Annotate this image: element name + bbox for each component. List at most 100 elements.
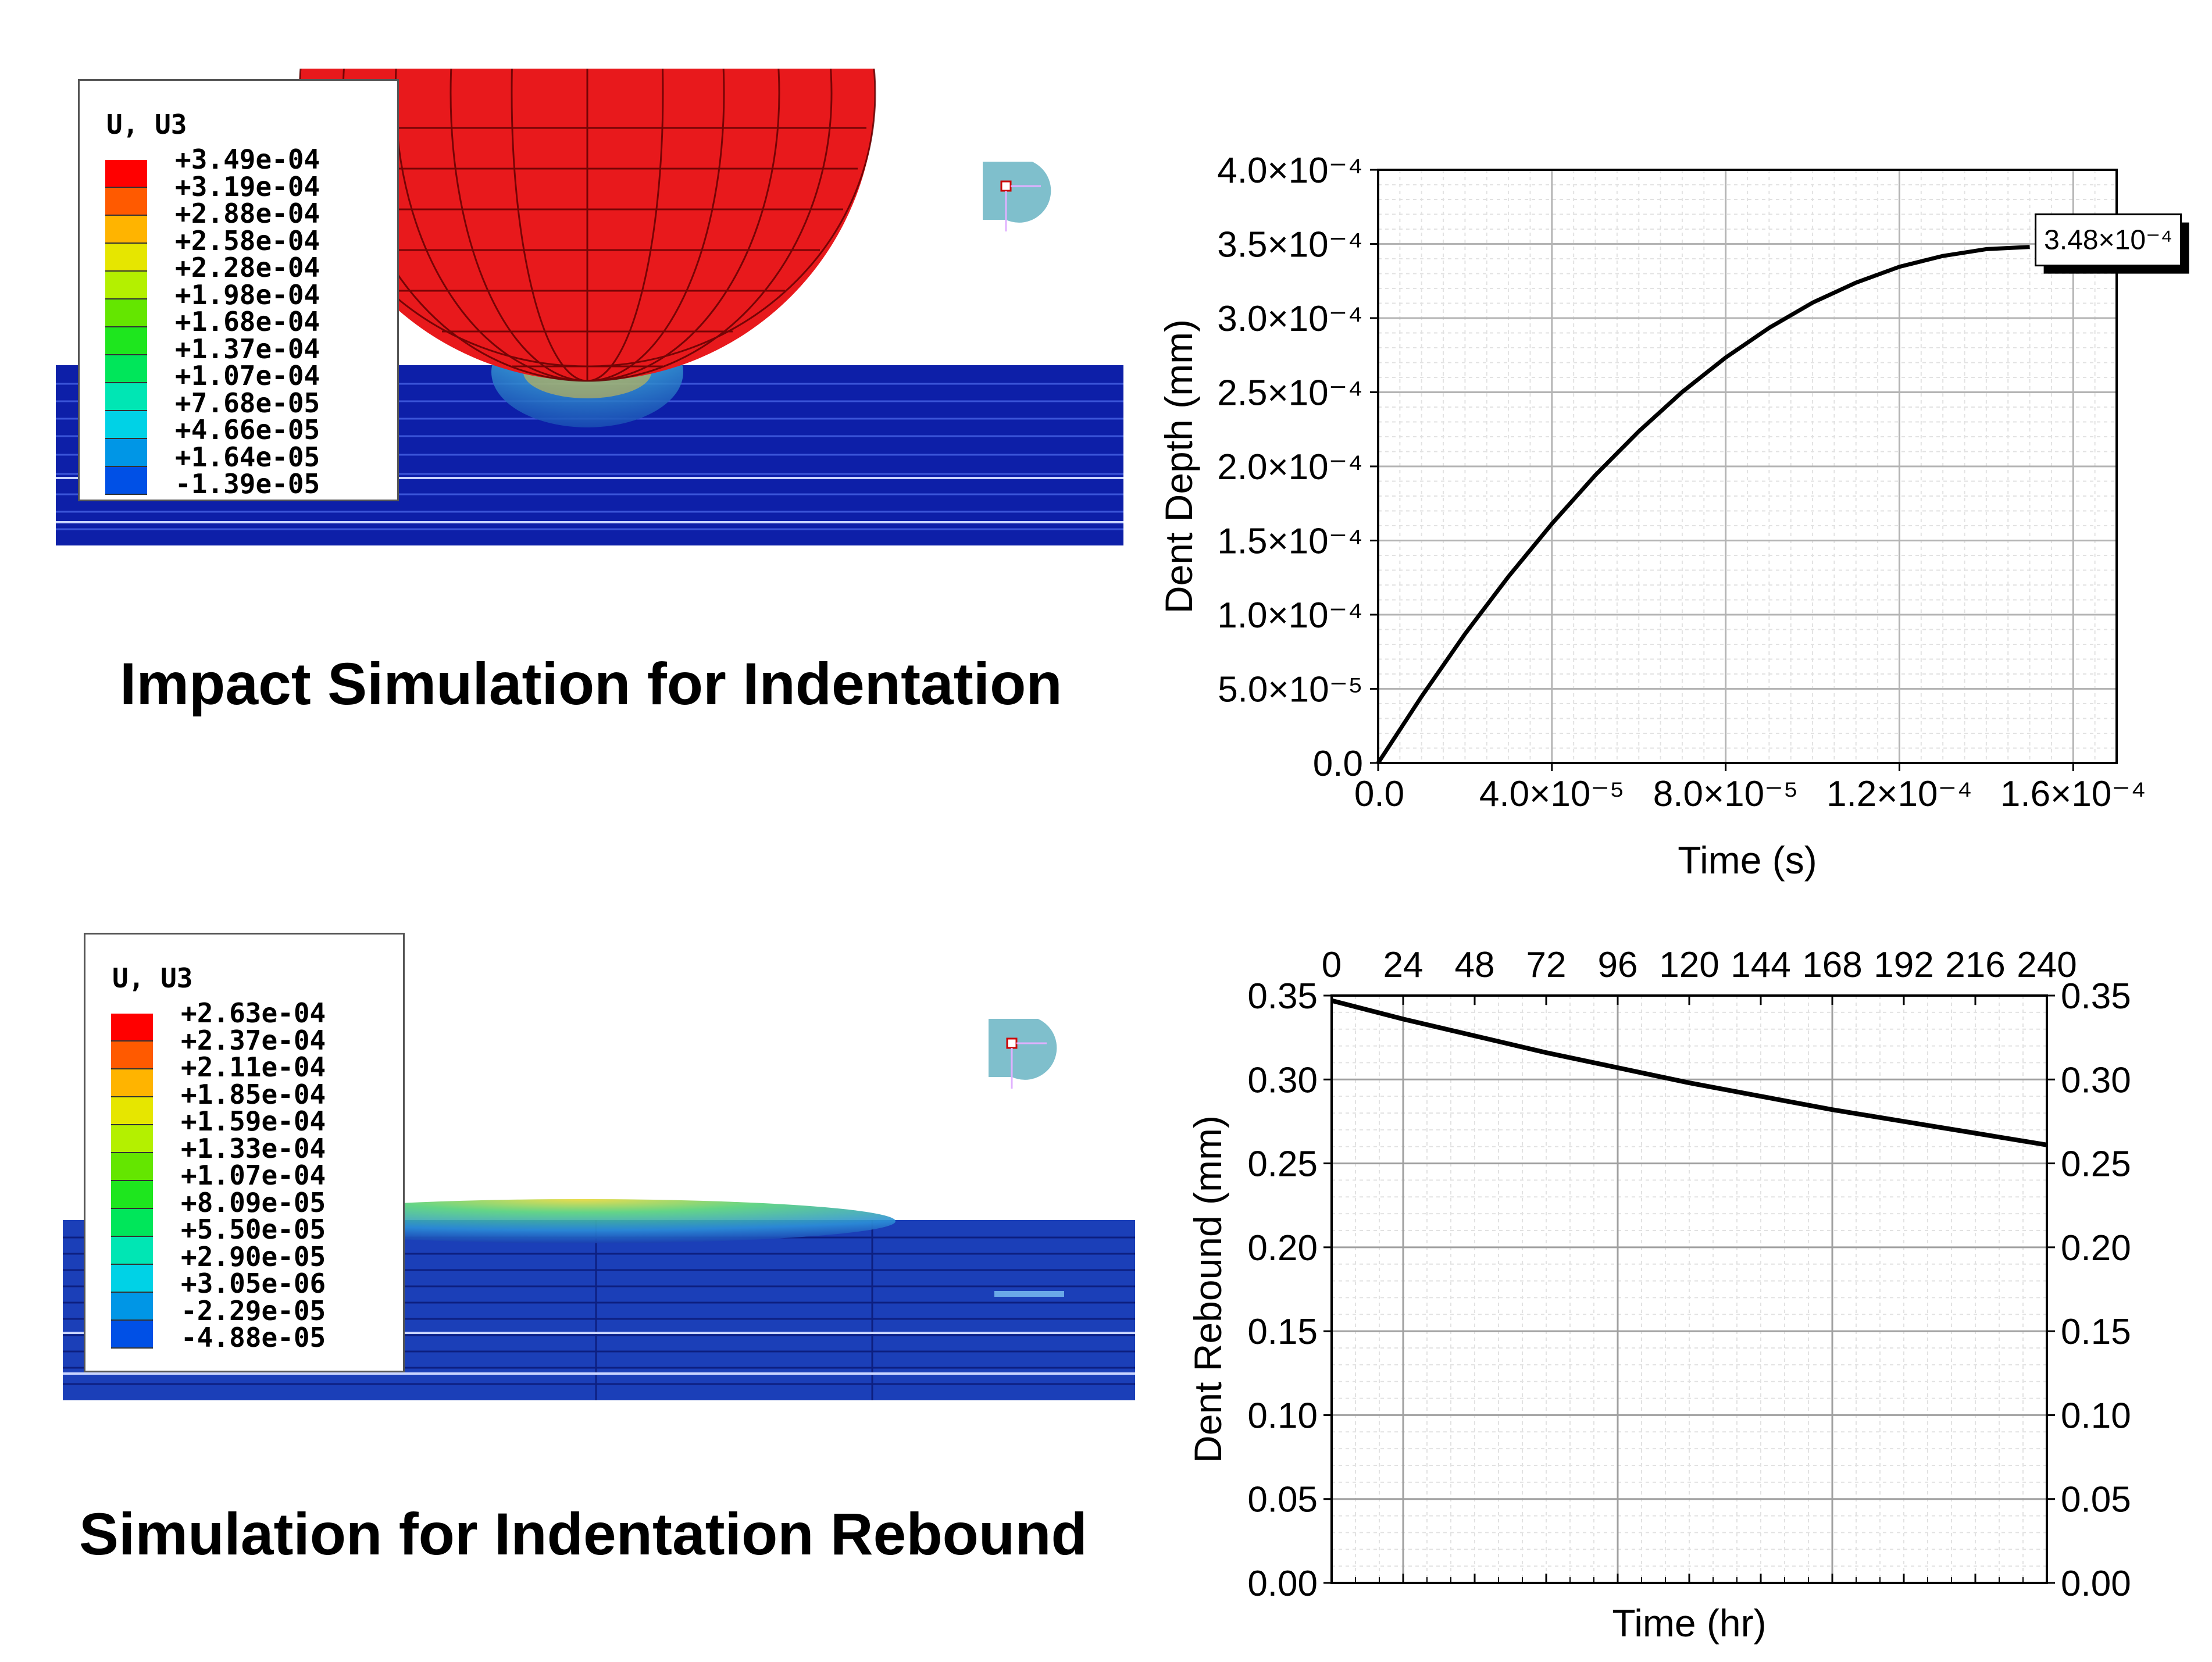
legend-value: +1.07e-04 [181, 1160, 326, 1191]
y-tick-label: 2.5×10⁻⁴ [1217, 373, 1363, 413]
series-line-dent-depth [1376, 245, 2030, 764]
x-tick-label: 192 [1874, 945, 1933, 985]
x-axis-label: Time (hr) [1612, 1602, 1766, 1645]
x-tick-label: 4.0×10⁻⁵ [1479, 774, 1625, 814]
legend-swatch [105, 188, 147, 216]
y-tick-label-right: 0.00 [2061, 1564, 2131, 1604]
orientation-triad-icon [989, 1019, 1057, 1089]
legend-swatch [111, 1293, 153, 1321]
legend-swatch [111, 1181, 153, 1209]
x-tick-label: 72 [1526, 945, 1567, 985]
legend-swatch [111, 1125, 153, 1153]
legend-value: +1.59e-04 [181, 1105, 326, 1137]
y-tick-label: 1.5×10⁻⁴ [1217, 522, 1363, 562]
y-tick-label-left: 0.00 [1247, 1564, 1318, 1604]
x-tick-label: 8.0×10⁻⁵ [1653, 774, 1799, 814]
y-tick-label: 3.5×10⁻⁴ [1217, 225, 1363, 265]
y-tick-label: 0.0 [1313, 744, 1363, 784]
legend-swatch [111, 1069, 153, 1097]
legend-title: U, U3 [112, 962, 193, 994]
x-axis-label: Time (s) [1678, 839, 1817, 882]
contour-legend-top: U, U3 +3.49e-04 +3.19e-04 +2.88e-04 +2.58e-… [78, 79, 399, 501]
legend-value: +2.90e-05 [181, 1240, 326, 1272]
legend-value: +2.28e-04 [175, 252, 320, 283]
x-tick-label: 0 [1322, 945, 1342, 985]
legend-swatches [105, 160, 147, 495]
legend-value: +1.85e-04 [181, 1078, 326, 1110]
legend-swatch [105, 383, 147, 411]
legend-value: +4.66e-05 [175, 414, 320, 445]
legend-value: +8.09e-05 [181, 1186, 326, 1218]
impact-caption: Impact Simulation for Indentation [120, 651, 1062, 717]
y-tick-label-left: 0.25 [1247, 1144, 1318, 1185]
legend-value: +5.50e-05 [181, 1214, 326, 1245]
legend-value: +1.98e-04 [175, 279, 320, 311]
legend-value: -4.88e-05 [181, 1322, 326, 1353]
rebound-caption: Simulation for Indentation Rebound [79, 1501, 1087, 1567]
y-tick-label-left: 0.35 [1247, 976, 1318, 1017]
legend-value: +2.37e-04 [181, 1024, 326, 1056]
legend-swatch [105, 299, 147, 327]
legend-swatch [111, 1209, 153, 1237]
legend-swatch [105, 327, 147, 355]
legend-value: -2.29e-05 [181, 1294, 326, 1326]
legend-swatch [105, 439, 147, 467]
legend-value: +2.63e-04 [181, 997, 326, 1029]
legend-swatch [105, 160, 147, 188]
legend-value: +3.19e-04 [175, 170, 320, 202]
y-tick-label-right: 0.20 [2061, 1228, 2131, 1268]
legend-swatch [105, 216, 147, 244]
legend-value: +2.11e-04 [181, 1051, 326, 1083]
legend-value: -1.39e-05 [175, 468, 320, 500]
y-tick-label: 2.0×10⁻⁴ [1217, 447, 1363, 487]
legend-value: +3.49e-04 [175, 144, 320, 175]
legend-swatch [105, 272, 147, 299]
y-tick-label-left: 0.30 [1247, 1060, 1318, 1100]
x-tick-label: 120 [1659, 945, 1719, 985]
series-line-dent-rebound [1331, 998, 2047, 1147]
legend-swatch [105, 467, 147, 495]
y-tick-label-left: 0.10 [1247, 1396, 1318, 1436]
dent-depth-chart: 0.0 4.0×10⁻⁵ 8.0×10⁻⁵ 1.2×10⁻⁴ 1.6×10⁻⁴ 0.0 5.… [1157, 151, 2189, 882]
legend-value: +1.68e-04 [175, 306, 320, 337]
legend-swatch [111, 1265, 153, 1293]
x-tick-label: 216 [1945, 945, 2005, 985]
legend-swatch [105, 244, 147, 272]
indenter-sphere [298, 69, 876, 382]
contour-legend-bottom: U, U3 +2.63e-04 +2.37e-04 +2.11e-04 +1.85e-… [84, 933, 405, 1372]
y-tick-label-right: 0.35 [2061, 976, 2131, 1017]
legend-swatch [111, 1097, 153, 1125]
legend-swatches [111, 1014, 153, 1349]
x-tick-label: 168 [1802, 945, 1862, 985]
legend-value: +2.88e-04 [175, 198, 320, 229]
legend-value: +2.58e-04 [175, 224, 320, 256]
annotation-box [2035, 213, 2182, 267]
y-tick-label: 5.0×10⁻⁵ [1218, 670, 1363, 710]
y-axis-label: Dent Rebound (mm) [1186, 1115, 1229, 1463]
y-tick-label-left: 0.20 [1247, 1228, 1318, 1268]
x-tick-label: 24 [1383, 945, 1423, 985]
plot-frame [1330, 994, 2048, 1584]
legend-value: +1.07e-04 [175, 360, 320, 391]
y-tick-label-right: 0.10 [2061, 1396, 2131, 1436]
legend-value: +1.37e-04 [175, 333, 320, 365]
y-tick-label: 3.0×10⁻⁴ [1217, 299, 1363, 339]
legend-swatch [111, 1042, 153, 1069]
x-tick-label: 48 [1455, 945, 1495, 985]
dent-rebound-chart: 0 24 48 72 96 120 144 168 192 216 240 0.00 0.00 0.05 0… [1186, 945, 2131, 1645]
plot-frame [1377, 169, 2118, 764]
x-tick-label: 1.6×10⁻⁴ [2000, 774, 2146, 814]
annotation-label: 3.48×10⁻⁴ [2044, 225, 2172, 256]
legend-title: U, U3 [106, 109, 187, 140]
y-tick-label: 4.0×10⁻⁴ [1217, 151, 1363, 191]
legend-swatch [111, 1321, 153, 1349]
legend-swatch [111, 1014, 153, 1042]
legend-swatch [105, 411, 147, 439]
legend-value: +3.05e-06 [181, 1268, 326, 1299]
x-tick-label: 96 [1598, 945, 1638, 985]
legend-value: +1.33e-04 [181, 1132, 326, 1164]
legend-swatch [111, 1153, 153, 1181]
y-tick-label-left: 0.05 [1247, 1480, 1318, 1520]
x-tick-label: 1.2×10⁻⁴ [1826, 774, 1972, 814]
y-axis-label: Dent Depth (mm) [1157, 319, 1200, 614]
